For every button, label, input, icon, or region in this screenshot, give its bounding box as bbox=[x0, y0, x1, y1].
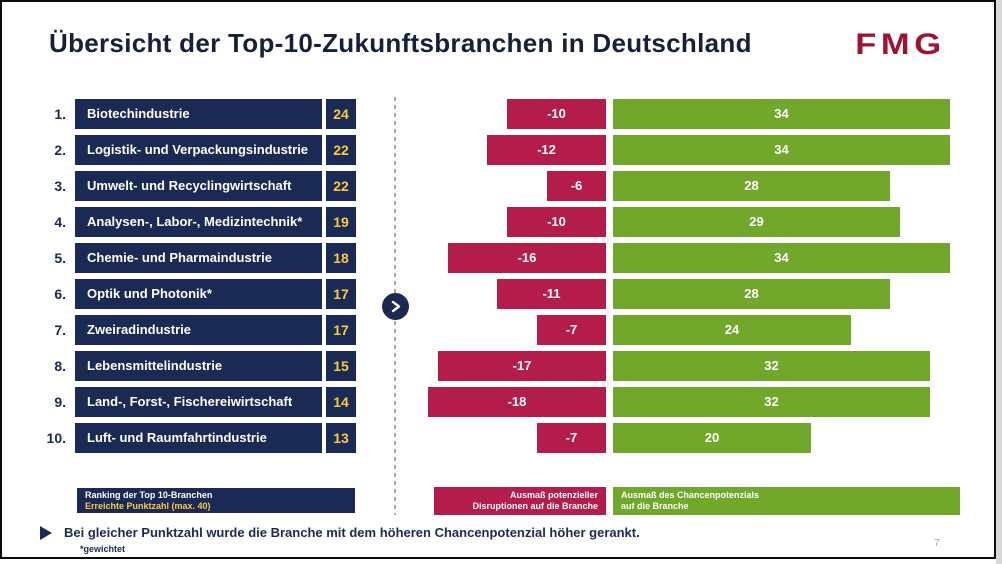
legend-chance-line2: auf die Branche bbox=[621, 501, 689, 511]
rank-label: 4. bbox=[54, 214, 66, 230]
disruption-bar: -7 bbox=[537, 315, 606, 345]
score-box: 14 bbox=[326, 387, 356, 417]
disruption-bar: -12 bbox=[487, 135, 606, 165]
score-box: 24 bbox=[326, 99, 356, 129]
chance-potential-bar: 34 bbox=[613, 135, 950, 165]
industry-name-box: Lebensmittelindustrie bbox=[75, 351, 322, 381]
score-box: 13 bbox=[326, 423, 356, 453]
legend-ranking: Ranking der Top 10-Branchen Erreichte Pu… bbox=[77, 488, 355, 513]
right-gutter bbox=[996, 0, 1002, 564]
industry-name-box: Optik und Photonik* bbox=[75, 279, 322, 309]
triangle-right-icon bbox=[40, 526, 52, 540]
legend-ranking-line1: Ranking der Top 10-Branchen bbox=[85, 490, 213, 500]
disruption-bar: -17 bbox=[438, 351, 606, 381]
chance-potential-bar: 24 bbox=[613, 315, 851, 345]
legend-chance: Ausmaß des Chancenpotenzials auf die Bra… bbox=[613, 487, 960, 515]
legend-disruption-line1: Ausmaß potenzieller bbox=[509, 490, 598, 500]
chance-potential-bar: 29 bbox=[613, 207, 900, 237]
score-box: 22 bbox=[326, 171, 356, 201]
score-box: 17 bbox=[326, 279, 356, 309]
rank-label: 2. bbox=[54, 142, 66, 158]
legend-chance-line1: Ausmaß des Chancenpotenzials bbox=[621, 490, 760, 500]
rank-label: 9. bbox=[54, 394, 66, 410]
industry-name-box: Land-, Forst-, Fischereiwirtschaft bbox=[75, 387, 322, 417]
score-box: 19 bbox=[326, 207, 356, 237]
chance-potential-bar: 20 bbox=[613, 423, 811, 453]
rank-label: 3. bbox=[54, 178, 66, 194]
chance-potential-bar: 28 bbox=[613, 171, 890, 201]
disruption-bar: -6 bbox=[547, 171, 606, 201]
chance-potential-bar: 32 bbox=[613, 351, 930, 381]
disruption-bar: -18 bbox=[428, 387, 606, 417]
score-box: 22 bbox=[326, 135, 356, 165]
disruption-bar: -16 bbox=[448, 243, 606, 273]
disruption-bar: -10 bbox=[507, 99, 606, 129]
chance-potential-bar: 34 bbox=[613, 243, 950, 273]
page-number: 7 bbox=[934, 538, 940, 549]
footnote-text: Bei gleicher Punktzahl wurde die Branche… bbox=[64, 525, 640, 540]
disruption-bar: -10 bbox=[507, 207, 606, 237]
legend-disruption-line2: Disruptionen auf die Branche bbox=[472, 501, 598, 511]
score-box: 15 bbox=[326, 351, 356, 381]
industry-name-box: Logistik- und Verpackungsindustrie bbox=[75, 135, 322, 165]
footnote-asterisk: *gewichtet bbox=[80, 544, 126, 554]
industry-name-box: Umwelt- und Recyclingwirtschaft bbox=[75, 171, 322, 201]
industry-name-box: Zweiradindustrie bbox=[75, 315, 322, 345]
legend-ranking-line2: Erreichte Punktzahl (max. 40) bbox=[85, 501, 211, 511]
industry-name-box: Analysen-, Labor-, Medizintechnik* bbox=[75, 207, 322, 237]
rank-label: 5. bbox=[54, 250, 66, 266]
rank-label: 7. bbox=[54, 322, 66, 338]
fmg-logo: FMG bbox=[855, 28, 946, 61]
disruption-bar: -7 bbox=[537, 423, 606, 453]
chevron-right-icon bbox=[382, 293, 409, 320]
page-title: Übersicht der Top-10-Zukunftsbranchen in… bbox=[49, 28, 752, 58]
rank-label: 1. bbox=[54, 106, 66, 122]
industry-name-box: Biotechindustrie bbox=[75, 99, 322, 129]
rank-label: 8. bbox=[54, 358, 66, 374]
chance-potential-bar: 32 bbox=[613, 387, 930, 417]
chance-potential-bar: 34 bbox=[613, 99, 950, 129]
legend-disruption: Ausmaß potenzieller Disruptionen auf die… bbox=[434, 487, 606, 515]
rank-label: 10. bbox=[46, 430, 66, 446]
chance-potential-bar: 28 bbox=[613, 279, 890, 309]
industry-name-box: Chemie- und Pharmaindustrie bbox=[75, 243, 322, 273]
score-box: 18 bbox=[326, 243, 356, 273]
industry-name-box: Luft- und Raumfahrtindustrie bbox=[75, 423, 322, 453]
rank-label: 6. bbox=[54, 286, 66, 302]
score-box: 17 bbox=[326, 315, 356, 345]
disruption-bar: -11 bbox=[497, 279, 606, 309]
